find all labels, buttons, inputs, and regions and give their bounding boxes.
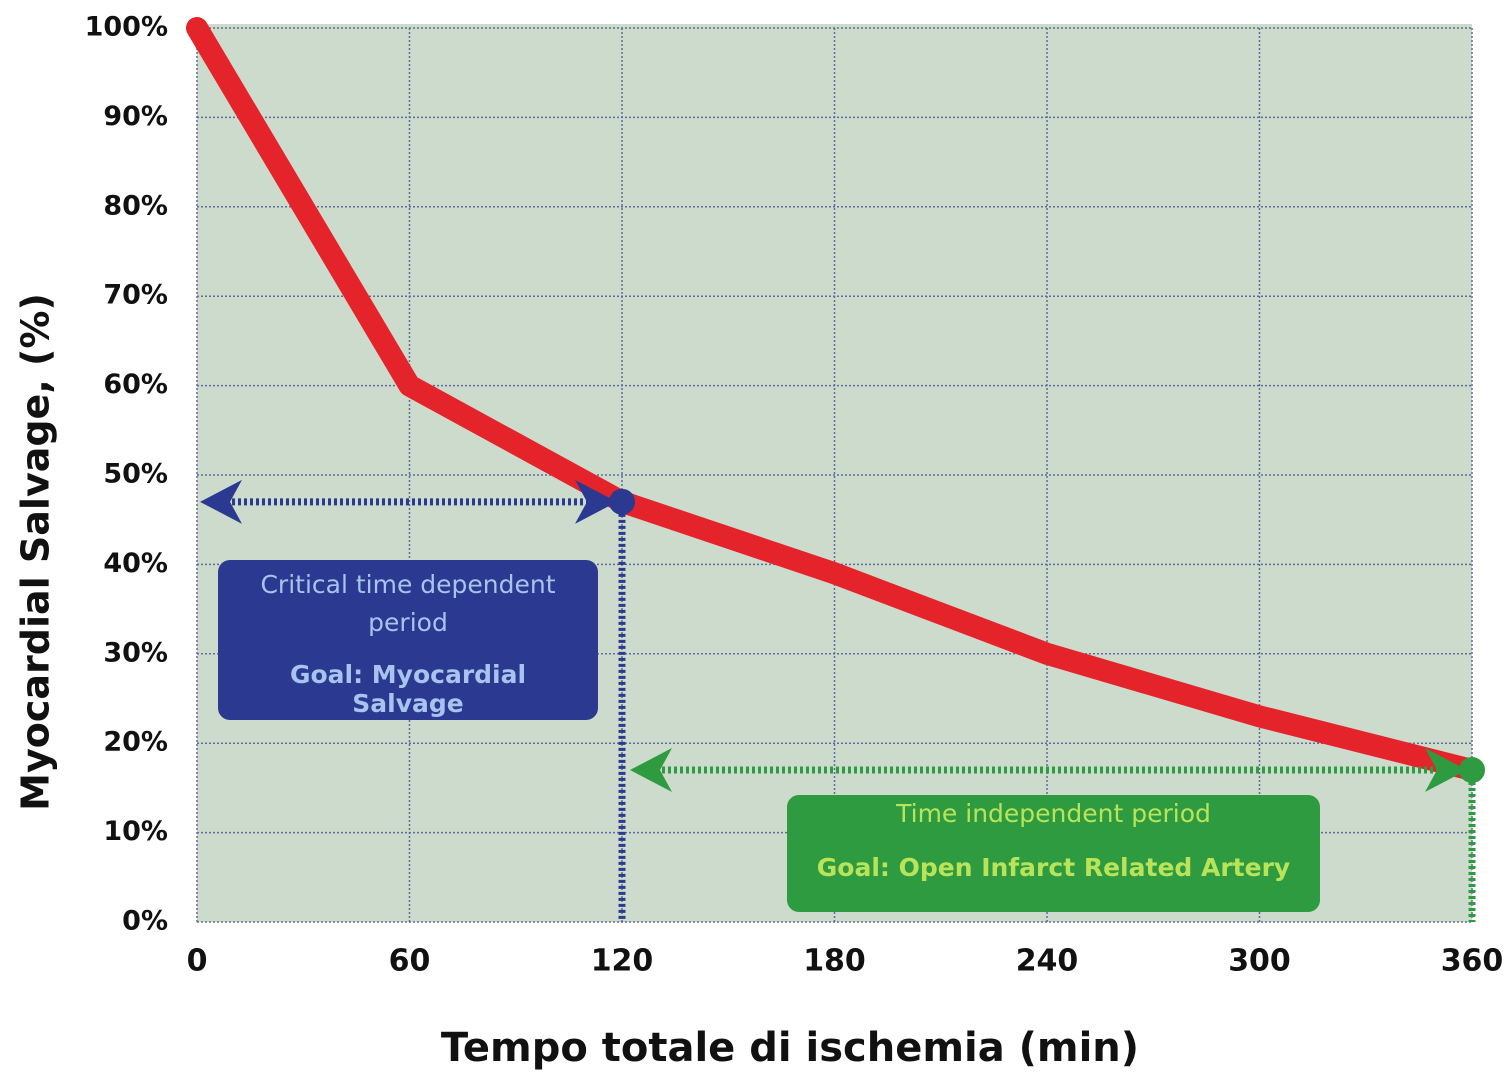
y-tick-label: 10% <box>103 816 168 847</box>
y-tick-label: 20% <box>103 727 168 758</box>
y-axis-label: Myocardial Salvage, (%) <box>14 293 58 811</box>
x-tick-label: 60 <box>389 944 431 979</box>
x-tick-label: 180 <box>803 944 866 979</box>
y-tick-label: 70% <box>103 280 168 311</box>
y-tick-label: 90% <box>103 101 168 132</box>
y-tick-label: 40% <box>103 548 168 579</box>
time-marker <box>1459 757 1485 784</box>
x-tick-label: 360 <box>1441 944 1504 979</box>
annotation-text: Critical time dependent period <box>260 570 556 637</box>
time-marker <box>609 488 635 515</box>
y-tick-label: 0% <box>122 906 168 937</box>
annotation-box: Critical time dependent period Goal: Myoc… <box>218 560 598 720</box>
x-tick-label: 0 <box>187 944 208 979</box>
y-tick-label: 60% <box>103 369 168 400</box>
arrow-head <box>630 748 672 793</box>
x-axis-label: Tempo totale di ischemia (min) <box>441 1025 1139 1071</box>
y-tick-label: 100% <box>85 12 168 43</box>
x-tick-label: 240 <box>1016 944 1079 979</box>
y-tick-label: 80% <box>103 190 168 221</box>
annotation-goal: Goal: Open Infarct Related Artery <box>816 853 1291 882</box>
annotation-panel: Time independent period Goal: Open Infarc… <box>787 795 1320 912</box>
annotation-text: Time independent period <box>896 799 1211 828</box>
annotation-panel: Critical time dependent period Goal: Myoc… <box>218 560 598 720</box>
annotation-goal: Goal: Myocardial Salvage <box>289 660 527 718</box>
arrow-head <box>575 479 617 524</box>
x-tick-label: 300 <box>1228 944 1291 979</box>
data-line <box>186 17 1483 782</box>
annotation-box: Time independent period Goal: Open Infarc… <box>787 795 1320 912</box>
y-tick-label: 30% <box>103 637 168 668</box>
y-tick-label: 50% <box>103 459 168 490</box>
arrow-head <box>200 479 242 524</box>
arrow-head <box>1425 748 1467 793</box>
x-tick-label: 120 <box>591 944 654 979</box>
